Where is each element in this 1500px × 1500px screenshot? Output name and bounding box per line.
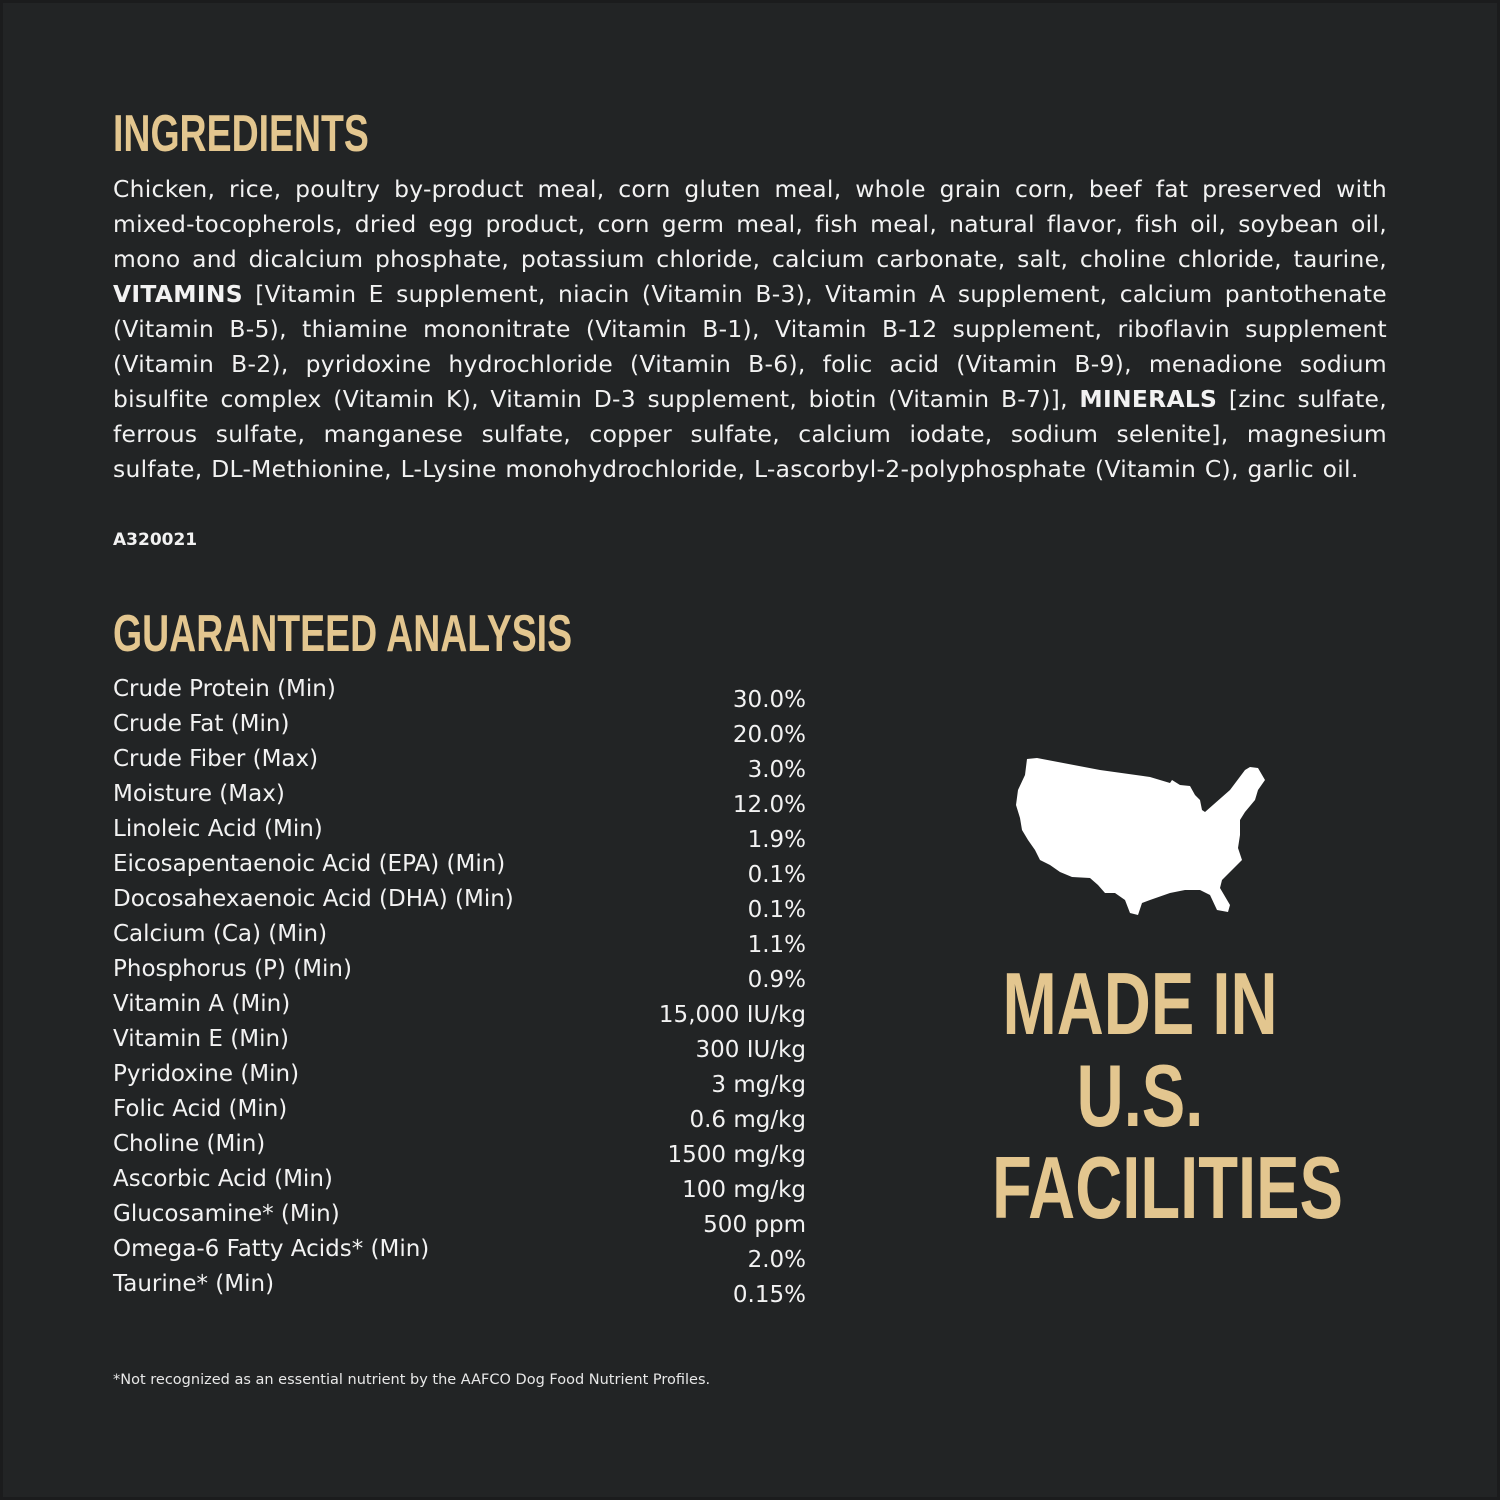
- nutrient-label: Taurine* (Min): [113, 1271, 275, 1297]
- panel: [3, 3, 1497, 1497]
- nutrient-value: 30.0%: [732, 687, 806, 713]
- analysis-row: Glucosamine* (Min) 500 ppm: [113, 1201, 806, 1238]
- ingredients-part: [zinc sulfate, ferrous sulfate, manganes…: [113, 385, 1387, 483]
- nutrient-value: 500 ppm: [703, 1212, 806, 1238]
- analysis-title: GUARANTEED ANALYSIS: [113, 605, 573, 663]
- nutrient-label: Vitamin E (Min): [113, 1026, 290, 1052]
- nutrient-value: 0.9%: [747, 967, 806, 993]
- analysis-row: Calcium (Ca) (Min) 1.1%: [113, 921, 806, 958]
- nutrient-value: 0.6 mg/kg: [689, 1107, 806, 1133]
- product-code: A320021: [113, 530, 198, 550]
- nutrient-value: 0.1%: [747, 897, 806, 923]
- nutrient-value: 0.1%: [747, 862, 806, 888]
- nutrient-label: Glucosamine* (Min): [113, 1201, 340, 1227]
- ingredients-text: Chicken, rice, poultry by-product meal, …: [113, 172, 1387, 487]
- nutrient-label: Moisture (Max): [113, 781, 285, 807]
- analysis-row: Eicosapentaenoic Acid (EPA) (Min) 0.1%: [113, 851, 806, 888]
- nutrient-value: 1500 mg/kg: [667, 1142, 806, 1168]
- nutrient-label: Docosahexaenoic Acid (DHA) (Min): [113, 886, 514, 912]
- nutrient-value: 1.1%: [747, 932, 806, 958]
- vitamins-label: VITAMINS: [113, 280, 243, 308]
- nutrient-label: Omega-6 Fatty Acids* (Min): [113, 1236, 430, 1262]
- nutrient-value: 12.0%: [732, 792, 806, 818]
- nutrient-value: 3 mg/kg: [711, 1072, 806, 1098]
- nutrient-label: Pyridoxine (Min): [113, 1061, 300, 1087]
- analysis-row: Choline (Min) 1500 mg/kg: [113, 1131, 806, 1168]
- nutrient-value: 15,000 IU/kg: [658, 1002, 806, 1028]
- ingredients-part: Chicken, rice, poultry by-product meal, …: [113, 175, 1387, 273]
- nutrient-label: Vitamin A (Min): [113, 991, 291, 1017]
- nutrient-value: 300 IU/kg: [695, 1037, 807, 1063]
- nutrient-label: Calcium (Ca) (Min): [113, 921, 328, 947]
- nutrient-label: Choline (Min): [113, 1131, 266, 1157]
- analysis-row: Taurine* (Min) 0.15%: [113, 1271, 806, 1308]
- footnote: *Not recognized as an essential nutrient…: [113, 1372, 711, 1388]
- analysis-row: Ascorbic Acid (Min) 100 mg/kg: [113, 1166, 806, 1203]
- analysis-row: Crude Fat (Min) 20.0%: [113, 711, 806, 748]
- analysis-row: Docosahexaenoic Acid (DHA) (Min) 0.1%: [113, 886, 806, 923]
- analysis-row: Vitamin E (Min) 300 IU/kg: [113, 1026, 807, 1063]
- nutrient-value: 100 mg/kg: [682, 1177, 806, 1203]
- analysis-row: Phosphorus (P) (Min) 0.9%: [113, 956, 806, 993]
- analysis-row: Crude Protein (Min) 30.0%: [113, 676, 806, 713]
- nutrient-label: Crude Fiber (Max): [113, 746, 319, 772]
- made-in-usa-badge: MADE IN U.S. FACILITIES: [940, 954, 1343, 1237]
- analysis-row: Linoleic Acid (Min) 1.9%: [113, 816, 806, 853]
- analysis-row: Pyridoxine (Min) 3 mg/kg: [113, 1061, 806, 1098]
- analysis-row: Crude Fiber (Max) 3.0%: [113, 746, 806, 783]
- badge-line: MADE IN: [1002, 954, 1278, 1053]
- nutrient-label: Folic Acid (Min): [113, 1096, 288, 1122]
- minerals-label: MINERALS: [1079, 385, 1218, 413]
- ingredients-part: [Vitamin E supplement, niacin (Vitamin B…: [113, 280, 1387, 413]
- nutrient-label: Phosphorus (P) (Min): [113, 956, 352, 982]
- analysis-row: Vitamin A (Min) 15,000 IU/kg: [113, 991, 806, 1028]
- analysis-row: Omega-6 Fatty Acids* (Min) 2.0%: [113, 1236, 806, 1273]
- nutrient-label: Crude Fat (Min): [113, 711, 290, 737]
- nutrient-label: Eicosapentaenoic Acid (EPA) (Min): [113, 851, 506, 877]
- analysis-row: Folic Acid (Min) 0.6 mg/kg: [113, 1096, 806, 1133]
- nutrient-label: Crude Protein (Min): [113, 676, 336, 702]
- badge-line: FACILITIES: [992, 1138, 1343, 1237]
- nutrient-value: 3.0%: [747, 757, 806, 783]
- nutrient-label: Ascorbic Acid (Min): [113, 1166, 333, 1192]
- ingredients-title: INGREDIENTS: [113, 105, 369, 163]
- nutrient-value: 20.0%: [732, 722, 806, 748]
- badge-line: U.S.: [1076, 1046, 1204, 1145]
- analysis-row: Moisture (Max) 12.0%: [113, 781, 806, 818]
- nutrient-label: Linoleic Acid (Min): [113, 816, 323, 842]
- nutrient-value: 0.15%: [732, 1282, 806, 1308]
- nutrient-value: 2.0%: [747, 1247, 806, 1273]
- nutrient-value: 1.9%: [747, 827, 806, 853]
